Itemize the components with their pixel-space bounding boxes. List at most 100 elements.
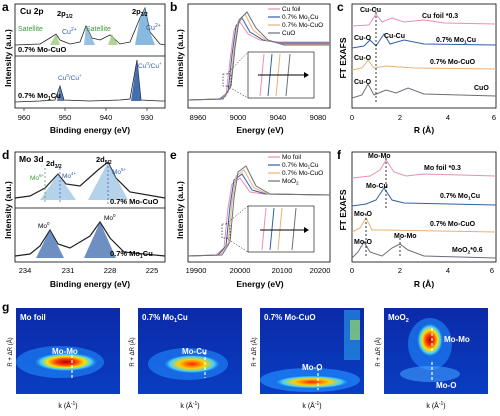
panel-d-xps-mo3d: Mo 3d 2d3/2 2d5/2 Mo6+ Mo4+ Mo6+ 0.7% Mo… bbox=[3, 151, 166, 289]
a-ylabel: Intensity (a.u.) bbox=[3, 29, 13, 87]
a-top-sample: 0.7% Mo-CuO bbox=[18, 45, 67, 54]
g-xlabel-3-sup: -1 bbox=[315, 401, 320, 407]
svg-text:2d5/2: 2d5/2 bbox=[96, 155, 112, 166]
d-mo6-left: Mo bbox=[30, 175, 39, 182]
svg-text:Mo4+: Mo4+ bbox=[62, 171, 77, 180]
a-cu2-left: Cu bbox=[62, 29, 71, 36]
svg-text:0.7% Mo1Cu: 0.7% Mo1Cu bbox=[110, 249, 153, 260]
g-map2-title: 0.7% Mo bbox=[142, 313, 174, 322]
svg-text:2p3/2: 2p3/2 bbox=[132, 7, 148, 18]
d-mo0-left: Mo bbox=[38, 223, 47, 230]
svg-text:MoO2: MoO2 bbox=[388, 313, 409, 324]
b-legend-2-tail: Cu bbox=[310, 14, 319, 21]
c-label-3-right: 0.7% Mo-CuO bbox=[430, 59, 476, 66]
e-legend-2-tail: Cu bbox=[310, 162, 319, 169]
svg-text:k (Å-1): k (Å-1) bbox=[180, 401, 199, 410]
f-label-2-right: 0.7% Mo bbox=[440, 193, 468, 200]
svg-text:0.7% Mo1Cu: 0.7% Mo1Cu bbox=[436, 37, 476, 46]
a-cu2-right-sup: 2+ bbox=[155, 23, 161, 29]
g-ylabel-2: R + ΔR (Å) bbox=[129, 337, 136, 366]
e-xtick-2: 20000 bbox=[230, 266, 251, 275]
g-xlabel-4-sup: -1 bbox=[439, 401, 444, 407]
b-legend-4: CuO bbox=[282, 30, 295, 37]
d-element: Mo 3d bbox=[19, 154, 44, 164]
f-ylabel: FT EXAFS bbox=[338, 189, 348, 230]
e-ylabel: Intensity (a.u.) bbox=[175, 181, 185, 239]
panel-e-xanes-mo: Mo foil 0.7% Mo1Cu 0.7% Mo-CuO MoO2 1990… bbox=[175, 151, 330, 289]
b-legend-3: 0.7% Mo-CuO bbox=[282, 22, 323, 29]
f-xtick-1: 0 bbox=[350, 266, 354, 275]
b-legend-1: Cu foil bbox=[282, 6, 301, 13]
d-mo6-left-sup: 6+ bbox=[39, 173, 45, 178]
a-bottom-sample-tail: Cu bbox=[51, 91, 61, 100]
f-label-2-right-tail: Cu bbox=[471, 193, 480, 200]
panel-letter-a: a bbox=[2, 0, 9, 14]
a-bottom-left-sup: 0 bbox=[66, 73, 69, 78]
b-xtick-1: 8960 bbox=[190, 113, 207, 122]
c-label-4-right: CuO bbox=[474, 85, 489, 92]
c-label-3-left: Cu-O bbox=[354, 55, 372, 62]
svg-text:Mo6+: Mo6+ bbox=[30, 173, 45, 182]
a-xtick-2: 950 bbox=[59, 113, 72, 122]
c-label-2-right: 0.7% Mo bbox=[436, 37, 464, 44]
d-xlabel: Binding energy (eV) bbox=[50, 279, 130, 289]
g-xlabel-4: k (Å bbox=[426, 401, 439, 410]
panel-b-xanes-cu: Cu foil 0.7% Mo1Cu 0.7% Mo-CuO CuO 8960 … bbox=[175, 3, 331, 135]
a-2p12: 2p bbox=[57, 9, 66, 18]
svg-text:k (Å-1): k (Å-1) bbox=[302, 401, 321, 410]
g-map1-bond: Mo-Mo bbox=[52, 347, 78, 356]
f-label-4-right-sub: 2 bbox=[468, 250, 471, 256]
a-xtick-1: 960 bbox=[18, 113, 31, 122]
a-bottom-left-rest: /Cu bbox=[69, 75, 80, 82]
a-element: Cu 2p bbox=[20, 6, 44, 16]
g-map4-bond: Mo-Mo bbox=[444, 335, 470, 344]
svg-text:Mo6+: Mo6+ bbox=[112, 167, 127, 176]
svg-text:MoO2: MoO2 bbox=[282, 178, 299, 186]
e-legend-2-sub: 1 bbox=[308, 165, 311, 170]
svg-text:Cu2+: Cu2+ bbox=[62, 27, 77, 36]
g-xlabel-2: k (Å bbox=[180, 401, 193, 410]
panel-letter-b: b bbox=[170, 0, 178, 14]
e-xtick-1: 19900 bbox=[186, 266, 207, 275]
a-bottom-right-sup: 0 bbox=[146, 61, 149, 66]
svg-text:Cu0/Cu+: Cu0/Cu+ bbox=[138, 61, 162, 70]
e-xlabel: Energy (eV) bbox=[236, 279, 283, 289]
c-label-4-left: Cu-O bbox=[354, 79, 372, 86]
f-label-1-right: Mo foil *0.3 bbox=[424, 165, 461, 172]
g-xlabel-3: k (Å bbox=[302, 401, 315, 410]
a-cu2-left-sup: 2+ bbox=[71, 27, 77, 33]
e-legend-4-sub: 2 bbox=[296, 181, 299, 186]
f-xtick-4: 6 bbox=[490, 266, 494, 275]
g-xlabel-3-tail: ) bbox=[319, 403, 321, 410]
d-mo4-left-sup: 4+ bbox=[71, 171, 77, 176]
g-ylabel-1: R + ΔR (Å) bbox=[7, 337, 14, 366]
g-map4-bond2: Mo-O bbox=[436, 381, 456, 390]
b-xtick-4: 9080 bbox=[310, 113, 327, 122]
panel-c-exafs-cu: Cu-Cu Cu foil *0.3 Cu-O Cu-Cu 0.7% Mo1Cu… bbox=[338, 3, 497, 135]
d-mo4-left: Mo bbox=[62, 173, 71, 180]
d-mo6-right: Mo bbox=[112, 169, 121, 176]
a-cu2-right: Cu bbox=[146, 25, 155, 32]
g-map2-bond: Mo-Cu bbox=[182, 347, 207, 356]
svg-text:2p1/2: 2p1/2 bbox=[57, 9, 73, 20]
panel-letter-e: e bbox=[170, 148, 177, 162]
g-map2-title-tail: Cu bbox=[177, 313, 188, 322]
d-xtick-2: 231 bbox=[62, 266, 75, 275]
a-2p32-sub: 3/2 bbox=[141, 12, 148, 18]
g-ylabel-3: R + ΔR (Å) bbox=[251, 337, 258, 366]
a-bottom-right-sup2: + bbox=[159, 61, 162, 66]
d-xtick-3: 228 bbox=[104, 266, 117, 275]
a-bottom-right-rest: /Cu bbox=[149, 63, 160, 70]
f-xlabel: R (Å) bbox=[414, 279, 434, 289]
svg-text:MoO2*0.6: MoO2*0.6 bbox=[452, 247, 483, 256]
b-legend-2-sub: 1 bbox=[308, 17, 311, 22]
d-top-sample: 0.7% Mo-CuO bbox=[110, 197, 159, 206]
f-label-1-left: Mo-Mo bbox=[368, 153, 391, 160]
a-xlabel: Binding energy (eV) bbox=[50, 125, 130, 135]
c-label-1-left: Cu-Cu bbox=[360, 7, 381, 14]
a-xtick-3: 940 bbox=[100, 113, 113, 122]
g-map4-title: MoO bbox=[388, 313, 406, 322]
c-label-2-mid: Cu-Cu bbox=[384, 33, 405, 40]
c-xtick-3: 4 bbox=[446, 113, 450, 122]
